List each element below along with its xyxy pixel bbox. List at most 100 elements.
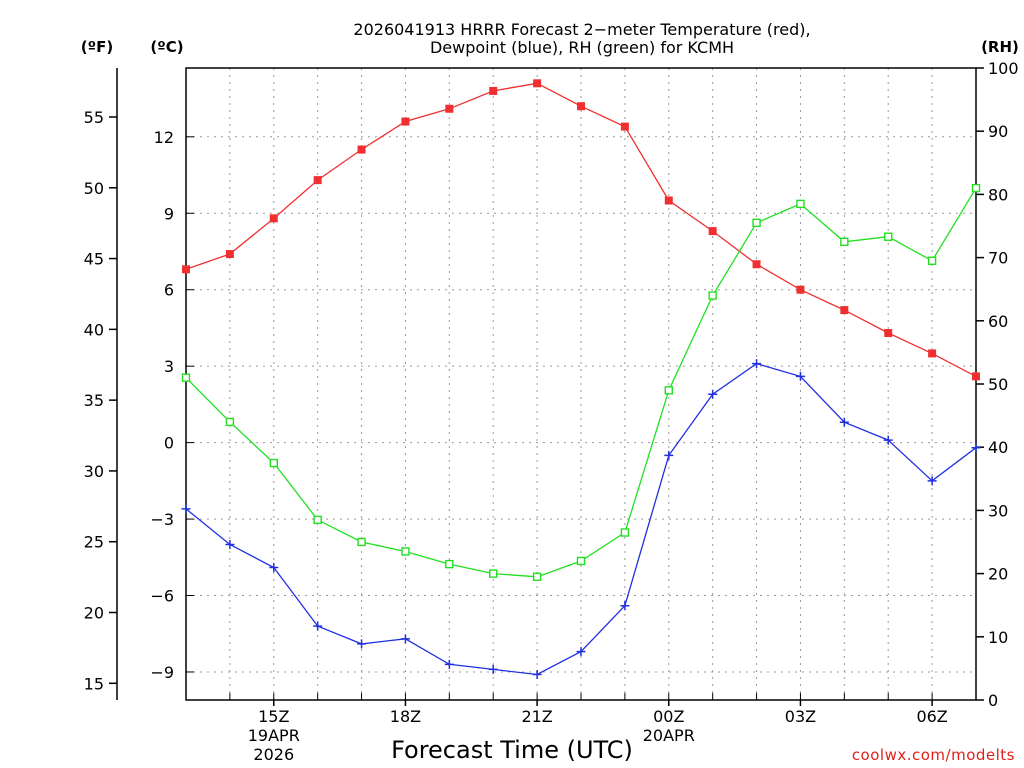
rh-tick-label: 90: [988, 122, 1008, 141]
celsius-tick-label: −9: [150, 663, 174, 682]
fahrenheit-tick-label: 15: [84, 674, 104, 693]
dewpoint-point: [400, 634, 410, 644]
dewpoint-point: [927, 476, 937, 486]
temperature-point: [445, 104, 454, 113]
celsius-tick-label: 0: [164, 434, 174, 453]
rh-point: [225, 417, 235, 427]
dewpoint-point: [795, 371, 805, 381]
fahrenheit-tick-label: 40: [84, 320, 104, 339]
rh-point: [708, 291, 717, 300]
dewpoint-point: [532, 670, 542, 680]
x-axis-title: Forecast Time (UTC): [391, 736, 633, 764]
fahrenheit-axis: 15 20 25 30 35 40 45 50 55: [84, 108, 117, 693]
rh-point: [576, 556, 586, 566]
time-tick-label: 18Z: [390, 707, 421, 726]
temperature-point: [533, 79, 542, 88]
dewpoint-point: [839, 417, 849, 427]
dewpoint-point: [620, 601, 630, 611]
temperature-point: [664, 196, 673, 205]
celsius-tick-label: 9: [164, 204, 174, 223]
rh-tick-label: 10: [988, 628, 1008, 647]
dewpoint-point: [883, 435, 893, 445]
fahrenheit-tick-label: 35: [84, 391, 104, 410]
time-tick-label: 00Z: [653, 707, 684, 726]
fahrenheit-tick-label: 45: [84, 250, 104, 269]
temperature-point: [313, 176, 322, 185]
celsius-tick-label: 6: [164, 281, 174, 300]
rh-tick-label: 80: [988, 185, 1008, 204]
rh-point: [971, 183, 981, 193]
series-layer: [181, 79, 981, 680]
temperature-point: [884, 329, 893, 338]
rh-tick-label: 60: [988, 312, 1008, 331]
celsius-tick-label: 3: [164, 357, 174, 376]
temperature-point: [225, 250, 234, 259]
time-tick-label: 03Z: [785, 707, 816, 726]
temperature-point: [269, 214, 278, 223]
time-tick-label: 21Z: [521, 707, 552, 726]
fahrenheit-tick-label: 50: [84, 179, 104, 198]
temperature-point: [840, 306, 849, 315]
rh-axis: 0 10 20 30 40 50 60 70 80 90 100: [976, 59, 1019, 710]
temperature-series: [182, 79, 980, 381]
temperature-point: [972, 372, 980, 381]
date-label: 19APR: [248, 726, 300, 745]
rh-point: [357, 537, 366, 547]
source-credit: coolwx.com/modelts: [852, 746, 1015, 764]
dewpoint-point: [708, 389, 718, 399]
fahrenheit-tick-label: 55: [84, 108, 104, 127]
rh-tick-label: 40: [988, 438, 1008, 457]
rh-point: [532, 572, 542, 581]
celsius-unit-label: (ºC): [150, 38, 183, 56]
date-label: 20APR: [643, 726, 695, 745]
temperature-point: [752, 260, 761, 269]
rh-point: [445, 559, 454, 569]
dewpoint-point: [752, 359, 762, 369]
fahrenheit-tick-label: 20: [84, 604, 104, 623]
celsius-tick-label: −6: [150, 587, 174, 606]
chart-title-line-2: Dewpoint (blue), RH (green) for KCMH: [430, 38, 734, 57]
dewpoint-point: [269, 562, 279, 572]
dewpoint-point: [357, 639, 367, 649]
dewpoint-series: [181, 359, 981, 680]
dewpoint-point: [444, 659, 454, 669]
rh-tick-label: 20: [988, 565, 1008, 584]
chart-title-line-1: 2026041913 HRRR Forecast 2−meter Tempera…: [353, 20, 810, 39]
rh-point: [620, 528, 630, 537]
dewpoint-point: [313, 621, 323, 631]
rh-point: [840, 237, 849, 247]
rh-tick-label: 0: [988, 691, 998, 710]
fahrenheit-unit-label: (ºF): [81, 38, 113, 56]
rh-point: [752, 218, 761, 228]
dewpoint-point: [225, 540, 235, 550]
celsius-axis: −9 −6 −3 0 3 6 9 12: [150, 128, 194, 682]
dewpoint-point: [971, 443, 981, 453]
rh-point: [313, 515, 322, 525]
celsius-tick-label: −3: [150, 510, 174, 529]
rh-point: [664, 386, 673, 395]
rh-point: [796, 199, 805, 209]
rh-tick-label: 30: [988, 501, 1008, 520]
rh-point: [401, 547, 410, 556]
rh-tick-label: 100: [988, 59, 1019, 78]
rh-tick-label: 50: [988, 375, 1008, 394]
dewpoint-point: [181, 504, 191, 514]
rh-point: [181, 373, 191, 382]
fahrenheit-tick-label: 25: [84, 533, 104, 552]
rh-point: [269, 458, 278, 468]
temperature-point: [708, 227, 717, 236]
year-label: 2026: [253, 745, 294, 764]
time-tick-label: 15Z: [258, 707, 289, 726]
rh-point: [489, 569, 498, 578]
temperature-point: [620, 122, 629, 131]
temperature-point: [928, 349, 937, 358]
time-tick-label: 06Z: [916, 707, 947, 726]
fahrenheit-tick-label: 30: [84, 462, 104, 481]
rh-unit-label: (RH): [981, 38, 1019, 56]
temperature-point: [357, 145, 366, 154]
dewpoint-point: [664, 450, 674, 460]
dewpoint-point: [576, 647, 586, 657]
